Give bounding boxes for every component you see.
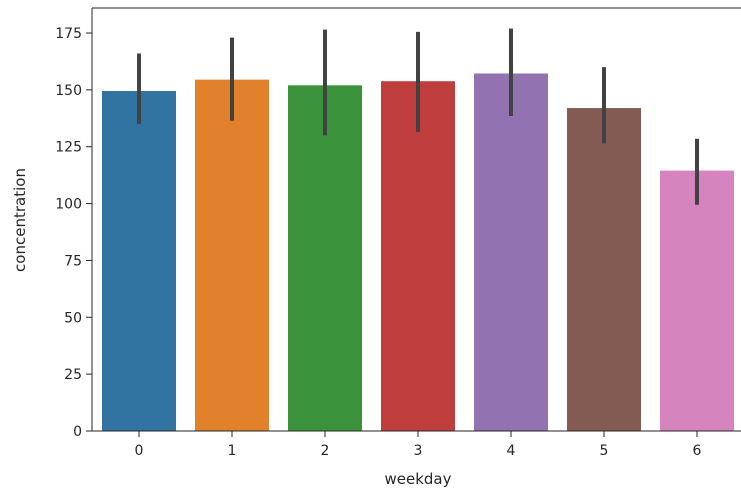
error-bars-layer [137, 28, 699, 205]
bar-weekday-2 [288, 85, 362, 432]
x-tick-label: 4 [507, 443, 516, 459]
bar-weekday-3 [381, 81, 455, 431]
y-tick-label: 50 [64, 310, 82, 326]
y-tick-label: 25 [64, 367, 82, 383]
y-tick-label: 150 [55, 83, 82, 99]
axes-layer [91, 7, 741, 432]
bar-weekday-0 [102, 91, 176, 432]
x-ticks: 0 1 2 3 4 5 6 [135, 431, 702, 459]
y-tick-label: 125 [55, 140, 82, 156]
bars-layer [102, 73, 734, 432]
y-tick-label: 175 [55, 26, 82, 42]
x-tick-label: 0 [135, 443, 144, 459]
y-ticks: 0 25 50 75 100 125 150 175 [55, 26, 92, 440]
bar-weekday-1 [195, 79, 269, 432]
x-tick-label: 3 [414, 443, 423, 459]
y-tick-label: 0 [73, 424, 82, 440]
x-axis-label: weekday [384, 470, 451, 488]
x-tick-label: 2 [321, 443, 330, 459]
bar-weekday-6 [660, 170, 734, 431]
y-axis-label: concentration [11, 168, 29, 272]
y-tick-label: 100 [55, 197, 82, 213]
bar-weekday-4 [474, 73, 548, 432]
y-tick-label: 75 [64, 253, 82, 269]
x-tick-label: 5 [600, 443, 609, 459]
x-tick-label: 1 [228, 443, 237, 459]
x-tick-label: 6 [693, 443, 702, 459]
bar-weekday-5 [567, 108, 641, 431]
